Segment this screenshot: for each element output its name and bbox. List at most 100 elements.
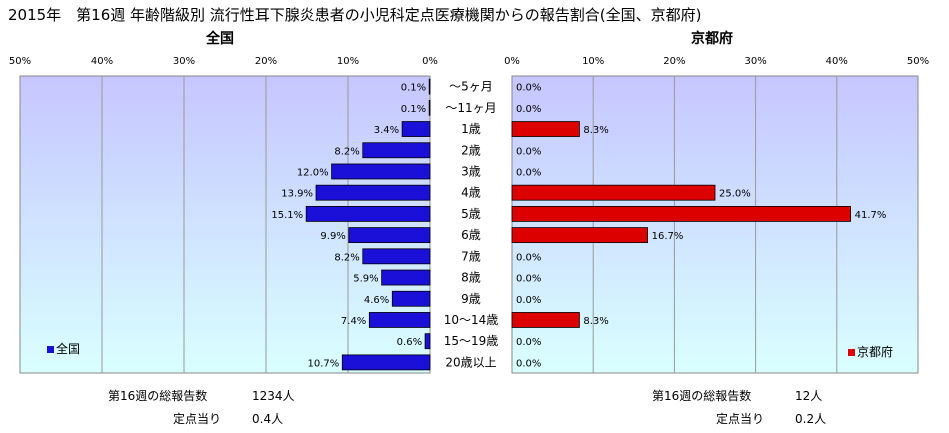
kyoto-bar (511, 312, 580, 328)
national-data-label: 0.6% (397, 337, 422, 348)
age-category-label: 2歳 (461, 143, 481, 157)
national-bar (331, 163, 431, 180)
national-data-label: 5.9% (353, 274, 378, 285)
kyoto-data-label: 0.0% (516, 252, 541, 263)
age-category-label: 10～14歳 (444, 313, 499, 327)
age-category-label: ～11ヶ月 (445, 101, 496, 115)
age-category-label: 20歳以上 (445, 355, 496, 369)
chart-title: 2015年 第16週 年齢階級別 流行性耳下腺炎患者の小児科定点医療機関からの報… (8, 6, 702, 24)
national-data-label: 3.4% (374, 125, 399, 136)
national-total-label: 第16週の総報告数 (108, 389, 208, 403)
age-category-label: 9歳 (461, 292, 481, 306)
national-tick-label: 50% (8, 56, 32, 67)
national-data-label: 13.9% (281, 189, 313, 200)
kyoto-tick-label: 40% (825, 56, 848, 67)
national-data-label: 0.1% (401, 83, 426, 94)
kyoto-data-label: 16.7% (652, 231, 684, 242)
kyoto-bar (511, 205, 852, 222)
national-bars (305, 78, 431, 371)
national-tick-label: 10% (336, 56, 360, 67)
kyoto-gridlines (592, 76, 838, 373)
national-tick-label: 20% (254, 56, 278, 67)
kyoto-legend-swatch (848, 349, 855, 356)
national-legend-swatch (47, 346, 54, 353)
kyoto-data-label: 8.3% (583, 125, 608, 136)
kyoto-data-label: 41.7% (855, 210, 887, 221)
national-bar (381, 269, 431, 286)
kyoto-data-label: 0.0% (516, 146, 541, 157)
kyoto-plot-area (511, 75, 919, 374)
age-category-label: 6歳 (461, 228, 481, 242)
kyoto-tick-label: 50% (906, 56, 930, 67)
national-data-label: 0.1% (401, 104, 426, 115)
national-data-label: 9.9% (320, 231, 345, 242)
national-per-label: 定点当り (173, 412, 222, 426)
national-data-label: 8.2% (334, 252, 359, 263)
kyoto-bar (511, 184, 716, 201)
national-tick-label: 40% (90, 56, 114, 67)
kyoto-per-value: 0.2人 (795, 412, 827, 426)
kyoto-bars (511, 121, 852, 328)
national-data-label: 7.4% (341, 316, 366, 327)
age-category-label: 3歳 (461, 164, 481, 178)
national-bar (341, 354, 431, 371)
national-data-label: 15.1% (271, 210, 303, 221)
kyoto-data-label: 0.0% (516, 167, 541, 178)
national-bar (391, 290, 431, 307)
age-category-label: 5歳 (461, 207, 481, 221)
kyoto-per-label: 定点当り (716, 412, 765, 426)
age-category-label: 8歳 (461, 271, 481, 285)
kyoto-data-label: 0.0% (516, 295, 541, 306)
national-per-value: 0.4人 (252, 412, 284, 426)
national-panel-title: 全国 (206, 31, 234, 47)
kyoto-tick-label: 10% (582, 56, 605, 67)
age-category-label: 1歳 (461, 122, 481, 136)
national-total-value: 1234人 (252, 389, 295, 403)
kyoto-tick-label: 30% (744, 56, 767, 67)
national-tick-label: 30% (172, 56, 196, 67)
national-bar (428, 78, 431, 95)
age-category-label: 7歳 (461, 249, 481, 263)
kyoto-data-label: 25.0% (719, 189, 751, 200)
kyoto-panel-title: 京都府 (691, 31, 733, 47)
kyoto-bar (511, 121, 580, 137)
kyoto-data-label: 0.0% (516, 337, 541, 348)
age-category-label: ～5ヶ月 (449, 80, 493, 94)
kyoto-data-label: 0.0% (516, 83, 541, 94)
national-tick-label: 0% (422, 56, 438, 67)
kyoto-total-value: 12人 (795, 389, 823, 403)
kyoto-legend-label: 京都府 (857, 344, 893, 359)
national-gridlines (101, 76, 349, 373)
age-category-label: 15～19歳 (444, 334, 499, 348)
national-data-label: 8.2% (334, 146, 359, 157)
age-category-labels: ～5ヶ月 ～11ヶ月 1歳 2歳 3歳 4歳 5歳 6歳 7歳 8歳 9歳 10～14歳 15～19歳 2… (444, 80, 499, 370)
national-bar (424, 333, 431, 350)
kyoto-total-label: 第16週の総報告数 (652, 389, 752, 403)
national-legend: 全国 (47, 341, 80, 356)
national-bar (315, 184, 431, 201)
national-bar (305, 205, 431, 222)
national-legend-label: 全国 (56, 341, 80, 356)
national-bar (401, 121, 431, 137)
national-bar (428, 99, 431, 116)
national-bar (368, 312, 431, 328)
national-bar (348, 227, 431, 244)
kyoto-data-labels: 0.0% 0.0% 8.3% 0.0% 0.0% 25.0% 41.7% 16.7% 0.0% 0… (516, 83, 886, 370)
kyoto-bar (511, 227, 649, 244)
national-data-label: 10.7% (307, 358, 339, 369)
age-category-label: 4歳 (461, 186, 481, 200)
kyoto-data-label: 0.0% (516, 104, 541, 115)
kyoto-data-label: 0.0% (516, 358, 541, 369)
national-bar (362, 248, 431, 265)
kyoto-data-label: 0.0% (516, 274, 541, 285)
national-bar (362, 142, 431, 159)
kyoto-data-label: 8.3% (583, 316, 608, 327)
national-data-labels: 0.1%0.1%3.4%8.2%12.0%13.9%15.1%9.9%8.2%5… (271, 83, 426, 370)
national-data-label: 4.6% (364, 295, 389, 306)
national-data-label: 12.0% (297, 167, 329, 178)
kyoto-tick-label: 20% (663, 56, 686, 67)
national-plot-area (19, 75, 431, 374)
kyoto-tick-label: 0% (504, 56, 520, 67)
